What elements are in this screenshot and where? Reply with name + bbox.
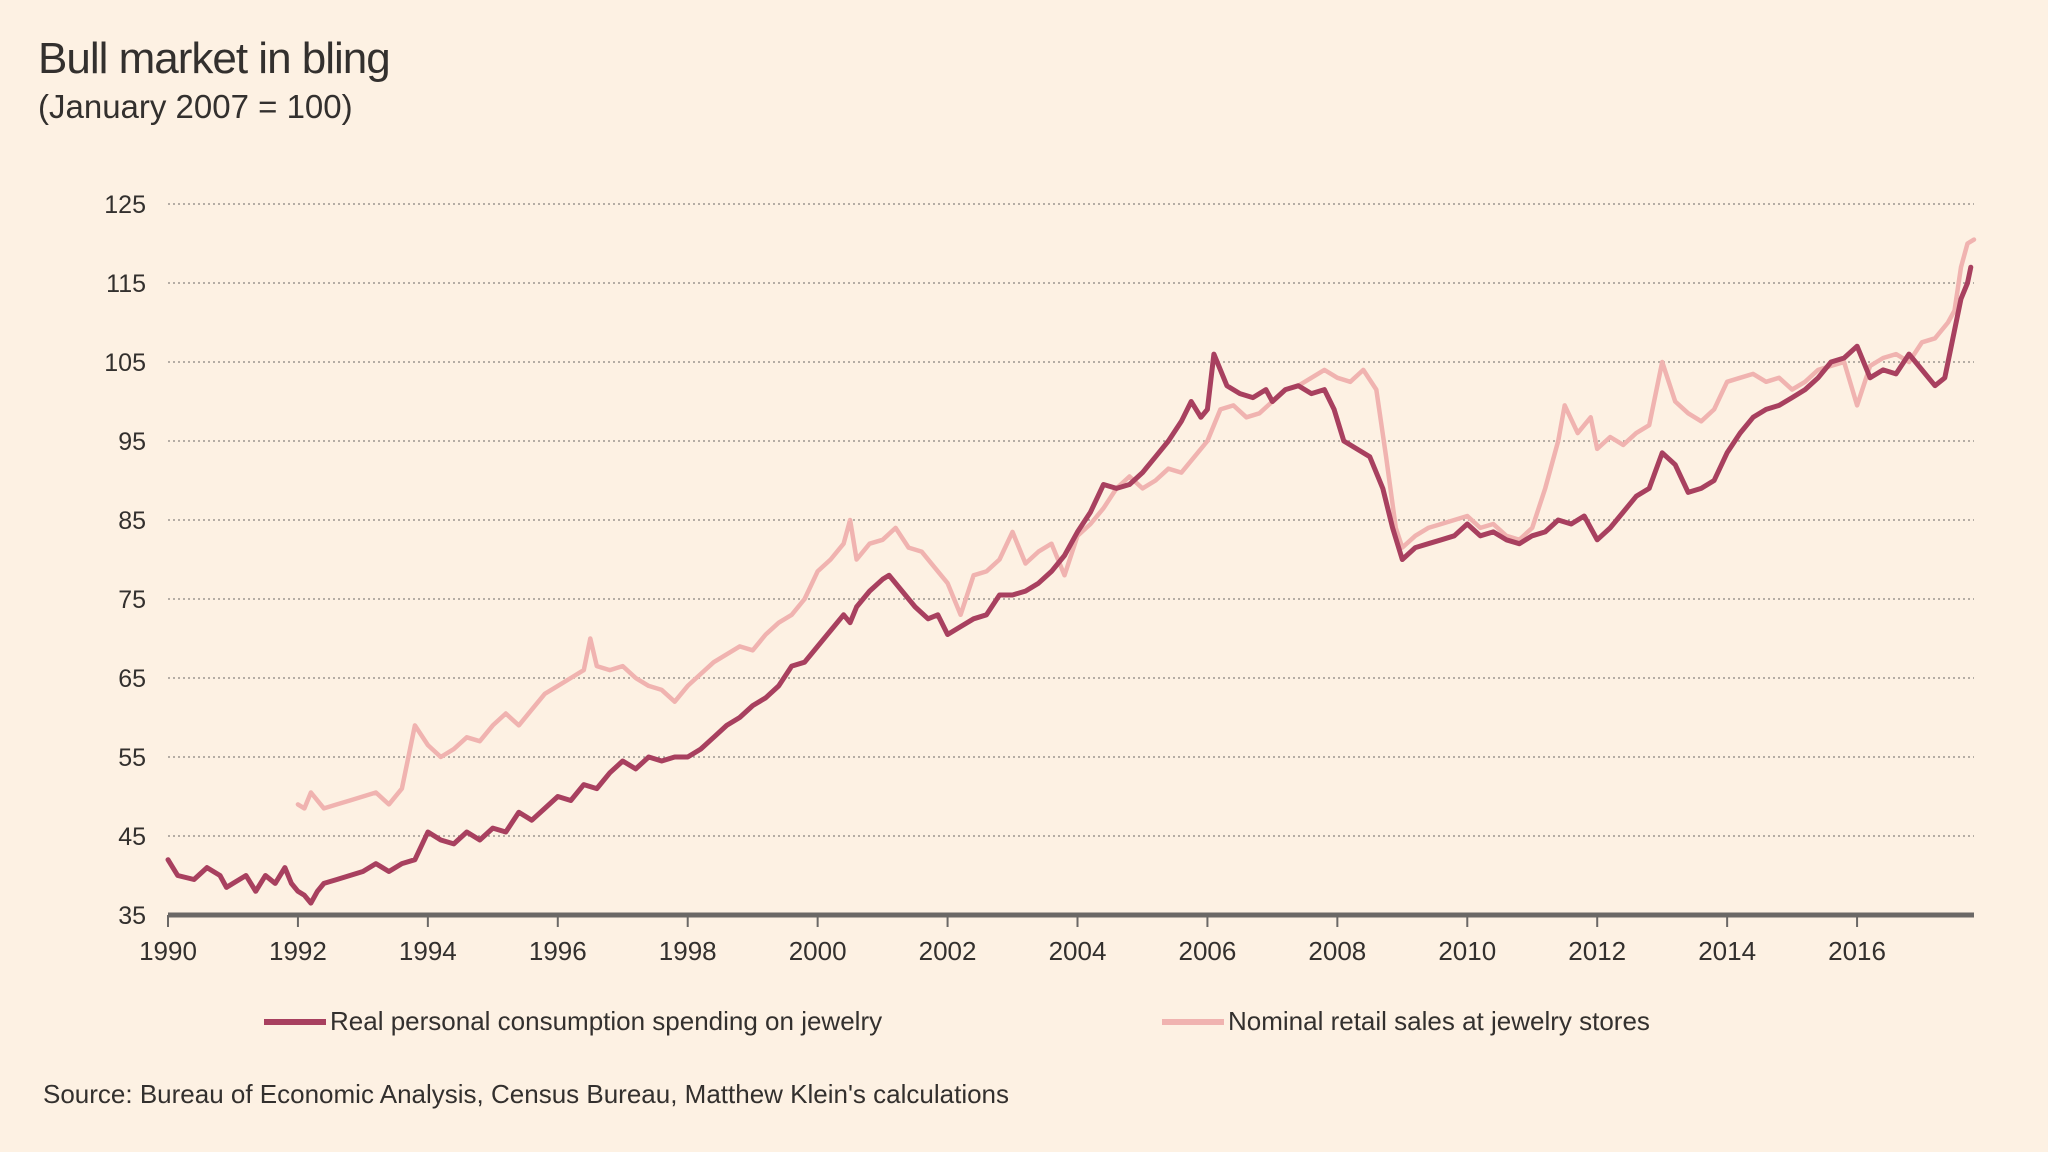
legend-label-nominal-retail: Nominal retail sales at jewelry stores	[1228, 1006, 1650, 1036]
y-tick-label-55: 55	[118, 744, 146, 772]
x-tick-label-2012: 2012	[1568, 936, 1626, 966]
y-tick-label-105: 105	[104, 349, 146, 377]
x-tick-label-2002: 2002	[919, 936, 977, 966]
x-tick-label-2014: 2014	[1698, 936, 1756, 966]
x-tick-label-2008: 2008	[1308, 936, 1366, 966]
legend-item-nominal-retail: Nominal retail sales at jewelry stores	[1162, 1006, 1650, 1037]
y-tick-label-95: 95	[118, 428, 146, 456]
legend-item-real-consumption: Real personal consumption spending on je…	[264, 1006, 882, 1037]
legend-swatch-real-consumption	[264, 1018, 326, 1025]
chart-subtitle: (January 2007 = 100)	[38, 88, 353, 125]
x-tick-label-1998: 1998	[659, 936, 717, 966]
x-tick-label-2016: 2016	[1828, 936, 1886, 966]
y-tick-label-85: 85	[118, 507, 146, 535]
y-tick-label-75: 75	[118, 586, 146, 614]
x-tick-label-2006: 2006	[1179, 936, 1237, 966]
source-note: Source: Bureau of Economic Analysis, Cen…	[43, 1079, 1010, 1109]
y-tick-label-65: 65	[118, 665, 146, 693]
y-tick-label-115: 115	[106, 270, 146, 298]
x-tick-label-2010: 2010	[1438, 936, 1496, 966]
x-tick-label-1996: 1996	[529, 936, 587, 966]
x-tick-label-1990: 1990	[139, 936, 197, 966]
y-tick-label-125: 125	[104, 191, 146, 219]
y-tick-label-35: 35	[118, 902, 146, 930]
x-tick-label-2000: 2000	[789, 936, 847, 966]
legend-swatch-nominal-retail	[1162, 1018, 1224, 1025]
x-tick-label-1992: 1992	[269, 936, 327, 966]
x-tick-label-1994: 1994	[399, 936, 457, 966]
x-tick-label-2004: 2004	[1049, 936, 1107, 966]
legend-label-real-consumption: Real personal consumption spending on je…	[330, 1006, 883, 1036]
y-tick-label-45: 45	[118, 823, 146, 851]
chart-title: Bull market in bling	[38, 34, 391, 83]
series-line-nominal-retail	[295, 237, 1977, 811]
series-line-real-consumption	[165, 264, 1974, 906]
